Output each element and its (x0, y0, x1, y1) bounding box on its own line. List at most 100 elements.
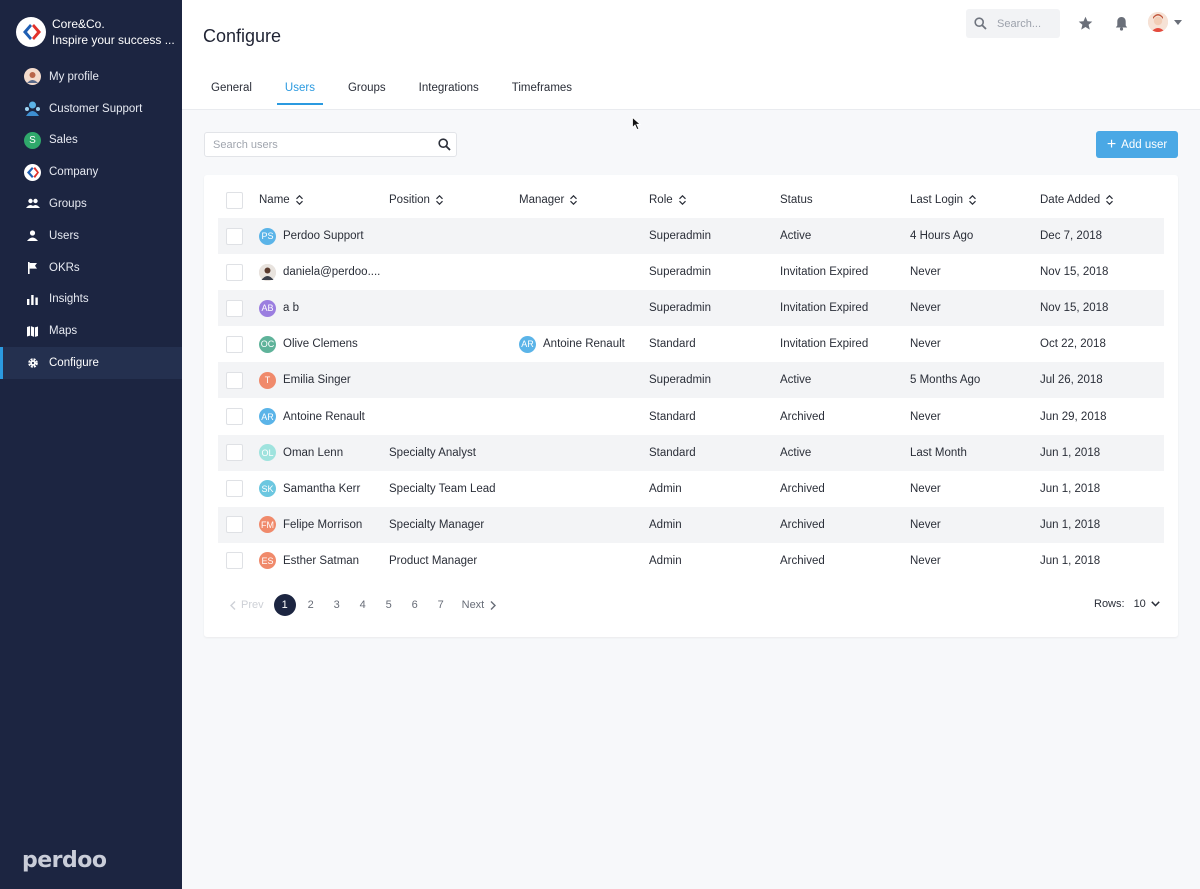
user-menu[interactable] (1148, 12, 1182, 32)
page-title: Configure (203, 26, 282, 46)
page-button[interactable]: 2 (307, 599, 314, 611)
cell-status: Active (780, 446, 812, 459)
row-checkbox[interactable] (226, 335, 243, 353)
cell-name[interactable]: PS Perdoo Support (259, 218, 364, 254)
cell-name[interactable]: daniela@perdoo.... (259, 254, 380, 290)
cell-date-added: Nov 15, 2018 (1040, 266, 1109, 279)
pagination: Prev 1 2 3 4 5 6 7 Next (230, 594, 497, 616)
user-name: Olive Clemens (283, 338, 358, 351)
sidebar-item-configure[interactable]: Configure (0, 347, 182, 379)
search-icon[interactable] (432, 138, 456, 151)
search-icon (974, 17, 987, 30)
row-checkbox[interactable] (226, 408, 243, 425)
rows-per-page-select[interactable]: 10 (1134, 598, 1160, 610)
cell-name[interactable]: T Emilia Singer (259, 362, 351, 398)
page-button[interactable]: 3 (333, 599, 340, 611)
sidebar-item-label: Insights (49, 293, 89, 306)
cell-name[interactable]: SK Samantha Kerr (259, 471, 360, 507)
column-header-manager[interactable]: Manager (519, 187, 578, 213)
sidebar-item-insights[interactable]: Insights (0, 284, 182, 316)
sidebar-item-label: My profile (49, 70, 99, 83)
cell-role: Superadmin (649, 230, 712, 242)
page-button[interactable]: 6 (411, 599, 418, 611)
tab-integrations[interactable]: Integrations (418, 82, 479, 94)
rows-per-page: Rows: 10 (1094, 598, 1160, 610)
column-header-last-login[interactable]: Last Login (910, 187, 977, 213)
table-row[interactable]: daniela@perdoo.... Superadmin Invitation E… (218, 254, 1164, 290)
sidebar-item-users[interactable]: Users (0, 220, 182, 252)
table-row[interactable]: AR Antoine Renault Standard Archived Never Ju… (218, 399, 1164, 435)
org-switcher[interactable]: Core&Co. Inspire your success ... (16, 16, 175, 48)
cell-name[interactable]: AR Antoine Renault (259, 399, 365, 435)
avatar (1148, 12, 1168, 32)
tab-groups[interactable]: Groups (347, 82, 386, 94)
page-button[interactable]: 7 (437, 599, 444, 611)
cell-status: Invitation Expired (780, 338, 869, 351)
sort-icon (1106, 195, 1114, 205)
row-checkbox[interactable] (226, 552, 243, 570)
sidebar-item-groups[interactable]: Groups (0, 188, 182, 220)
cell-last-login: Never (910, 302, 941, 315)
table-row[interactable]: OC Olive Clemens AR Antoine Renault Standard… (218, 326, 1164, 362)
table-row[interactable]: OL Oman Lenn Specialty Analyst Standard Acti… (218, 434, 1164, 471)
row-checkbox[interactable] (226, 371, 243, 389)
sidebar-item-company[interactable]: Company (0, 156, 182, 188)
table-row[interactable]: AB a b Superadmin Invitation Expired Never No… (218, 290, 1164, 327)
tab-users[interactable]: Users (276, 82, 323, 105)
cell-name[interactable]: OC Olive Clemens (259, 326, 358, 362)
cell-name[interactable]: OL Oman Lenn (259, 435, 343, 471)
row-checkbox[interactable] (226, 516, 243, 534)
next-page-button[interactable]: Next (462, 599, 497, 611)
cell-last-login: Never (910, 410, 941, 423)
cell-name[interactable]: ES Esther Satman (259, 543, 359, 579)
company-logo-icon (24, 163, 41, 181)
select-all-checkbox[interactable] (226, 191, 243, 209)
sidebar-item-label: OKRs (49, 261, 80, 274)
avatar: OL (259, 444, 276, 462)
global-search[interactable]: Search... (966, 9, 1060, 38)
sidebar-item-maps[interactable]: Maps (0, 315, 182, 347)
column-header-name[interactable]: Name (259, 187, 303, 213)
cell-date-added: Jun 1, 2018 (1040, 446, 1101, 459)
cell-last-login: Never (910, 482, 941, 495)
sidebar-item-okrs[interactable]: OKRs (0, 252, 182, 284)
map-icon (24, 323, 41, 340)
table-row[interactable]: PS Perdoo Support Superadmin Active 4 Hours … (218, 218, 1164, 254)
perdoo-logo: perdoo (22, 848, 107, 873)
row-checkbox[interactable] (226, 480, 243, 498)
bell-icon[interactable] (1112, 14, 1130, 32)
page-button[interactable]: 1 (273, 594, 296, 616)
column-header-role[interactable]: Role (649, 187, 686, 213)
tab-timeframes[interactable]: Timeframes (511, 82, 573, 94)
table-row[interactable]: ES Esther Satman Product Manager Admin Archi… (218, 543, 1164, 579)
sidebar-nav: My profile Customer Support S Sales Comp… (0, 61, 182, 379)
sidebar-item-customer-support[interactable]: Customer Support (0, 93, 182, 125)
row-checkbox[interactable] (226, 444, 243, 462)
prev-page-button[interactable]: Prev (230, 599, 264, 611)
add-user-button[interactable]: + Add user (1096, 131, 1178, 158)
sidebar-item-sales[interactable]: S Sales (0, 125, 182, 157)
column-header-position[interactable]: Position (389, 187, 443, 213)
table-row[interactable]: SK Samantha Kerr Specialty Team Lead Admin A… (218, 471, 1164, 507)
sort-icon (969, 195, 977, 205)
sidebar-item-my-profile[interactable]: My profile (0, 61, 182, 93)
tab-general[interactable]: General (211, 82, 252, 94)
search-users-input[interactable] (205, 133, 432, 156)
sidebar-item-label: Sales (49, 134, 78, 147)
cell-name[interactable]: AB a b (259, 290, 299, 326)
column-header-date-added[interactable]: Date Added (1040, 187, 1114, 213)
star-icon[interactable] (1076, 14, 1094, 32)
row-checkbox[interactable] (226, 227, 243, 245)
column-header-status: Status (780, 194, 813, 206)
cell-date-added: Jun 1, 2018 (1040, 482, 1101, 495)
table-row[interactable]: T Emilia Singer Superadmin Active 5 Months A… (218, 362, 1164, 399)
cell-date-added: Dec 7, 2018 (1040, 230, 1103, 242)
cell-name[interactable]: FM Felipe Morrison (259, 507, 362, 543)
page-button[interactable]: 5 (385, 599, 392, 611)
page-button[interactable]: 4 (359, 599, 366, 611)
cell-date-added: Jun 1, 2018 (1040, 554, 1101, 567)
table-row[interactable]: FM Felipe Morrison Specialty Manager Admin A… (218, 506, 1164, 543)
row-checkbox[interactable] (226, 299, 243, 317)
user-name: Perdoo Support (283, 230, 364, 242)
row-checkbox[interactable] (226, 263, 243, 281)
